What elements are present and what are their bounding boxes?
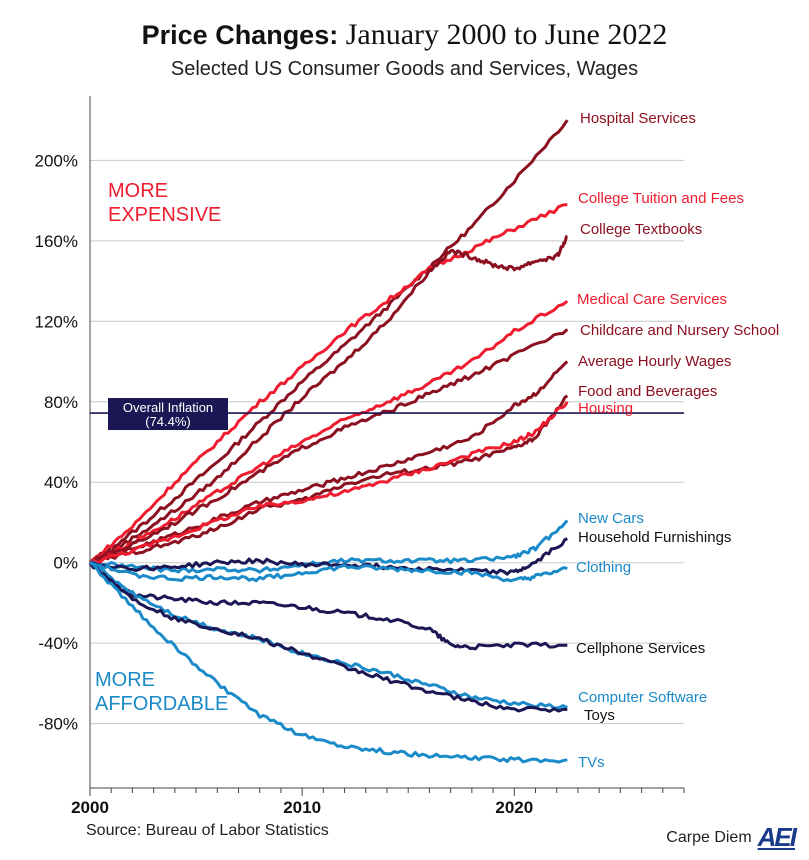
series-label-new-cars: New Cars	[578, 510, 644, 527]
series-line-toys	[88, 561, 568, 713]
series-line-cellphone-services	[88, 561, 568, 651]
series-label-medical-care-services: Medical Care Services	[577, 291, 727, 308]
series-line-childcare-and-nursery-school	[89, 328, 569, 565]
series-lines	[88, 119, 569, 764]
inflation-reference: Overall Inflation(74.4%)	[90, 398, 684, 431]
series-label-college-tuition-and-fees: College Tuition and Fees	[578, 190, 744, 207]
series-labels: Hospital Services College Tuition and Fee…	[576, 110, 779, 771]
series-line-hospital-services	[88, 119, 569, 564]
series-line-average-hourly-wages	[89, 360, 569, 565]
x-tick-label: 2000	[71, 798, 109, 817]
series-label-food-and-beverages: Food and Beverages	[578, 383, 717, 400]
series-line-college-tuition-and-fees	[88, 203, 568, 564]
chart-title: Price Changes: January 2000 to June 2022	[0, 18, 809, 52]
y-tick-label: 120%	[35, 312, 78, 331]
axes: 200% 160% 120% 80% 40% 0% -40% -80% 2000 2010 2020	[35, 96, 685, 817]
y-tick-label: 40%	[44, 473, 78, 492]
series-line-medical-care-services	[89, 300, 569, 565]
chart-subtitle: Selected US Consumer Goods and Services,…	[170, 58, 639, 80]
series-line-college-textbooks	[89, 235, 568, 565]
series-line-clothing	[89, 561, 568, 583]
x-tick-label: 2010	[283, 798, 321, 817]
series-label-computer-software: Computer Software	[578, 689, 707, 706]
series-line-housing	[89, 401, 569, 564]
y-tick-label: 80%	[44, 393, 78, 412]
series-label-average-hourly-wages: Average Hourly Wages	[578, 353, 731, 370]
region-label-expensive: EXPENSIVE	[108, 204, 221, 226]
y-tick-label: 160%	[35, 232, 78, 251]
series-label-toys: Toys	[584, 707, 615, 724]
inflation-label: Overall Inflation	[123, 400, 213, 415]
series-label-childcare-and-nursery-school: Childcare and Nursery School	[580, 322, 779, 339]
series-label-clothing: Clothing	[576, 559, 631, 576]
series-label-cellphone-services: Cellphone Services	[576, 640, 705, 657]
series-label-housing: Housing	[578, 400, 633, 417]
title-rest: January 2000 to June 2022	[345, 18, 668, 51]
inflation-value: (74.4%)	[145, 414, 191, 429]
y-tick-label: 200%	[35, 151, 78, 170]
y-tick-label: -80%	[38, 715, 78, 734]
series-label-college-textbooks: College Textbooks	[580, 221, 702, 238]
region-label-affordable: MORE	[95, 669, 155, 691]
y-tick-label: -40%	[38, 634, 78, 653]
brand-text: Carpe Diem	[666, 828, 752, 846]
title-bold: Price Changes:	[141, 20, 339, 50]
series-line-tvs	[89, 561, 568, 764]
region-label-affordable: AFFORDABLE	[95, 693, 228, 715]
series-line-food-and-beverages	[89, 394, 569, 565]
series-label-hospital-services: Hospital Services	[580, 110, 696, 127]
series-label-household-furnishings: Household Furnishings	[578, 529, 731, 546]
source-note: Source: Bureau of Labor Statistics	[86, 822, 329, 839]
brand: Carpe Diem AEI	[666, 822, 797, 853]
region-label-expensive: MORE	[108, 180, 168, 202]
y-tick-label: 0%	[53, 554, 78, 573]
aei-logo: AEI	[757, 822, 797, 852]
series-label-tvs: TVs	[578, 754, 605, 771]
inflation-box	[108, 398, 228, 431]
series-line-new-cars	[89, 519, 569, 574]
x-tick-label: 2020	[495, 798, 533, 817]
